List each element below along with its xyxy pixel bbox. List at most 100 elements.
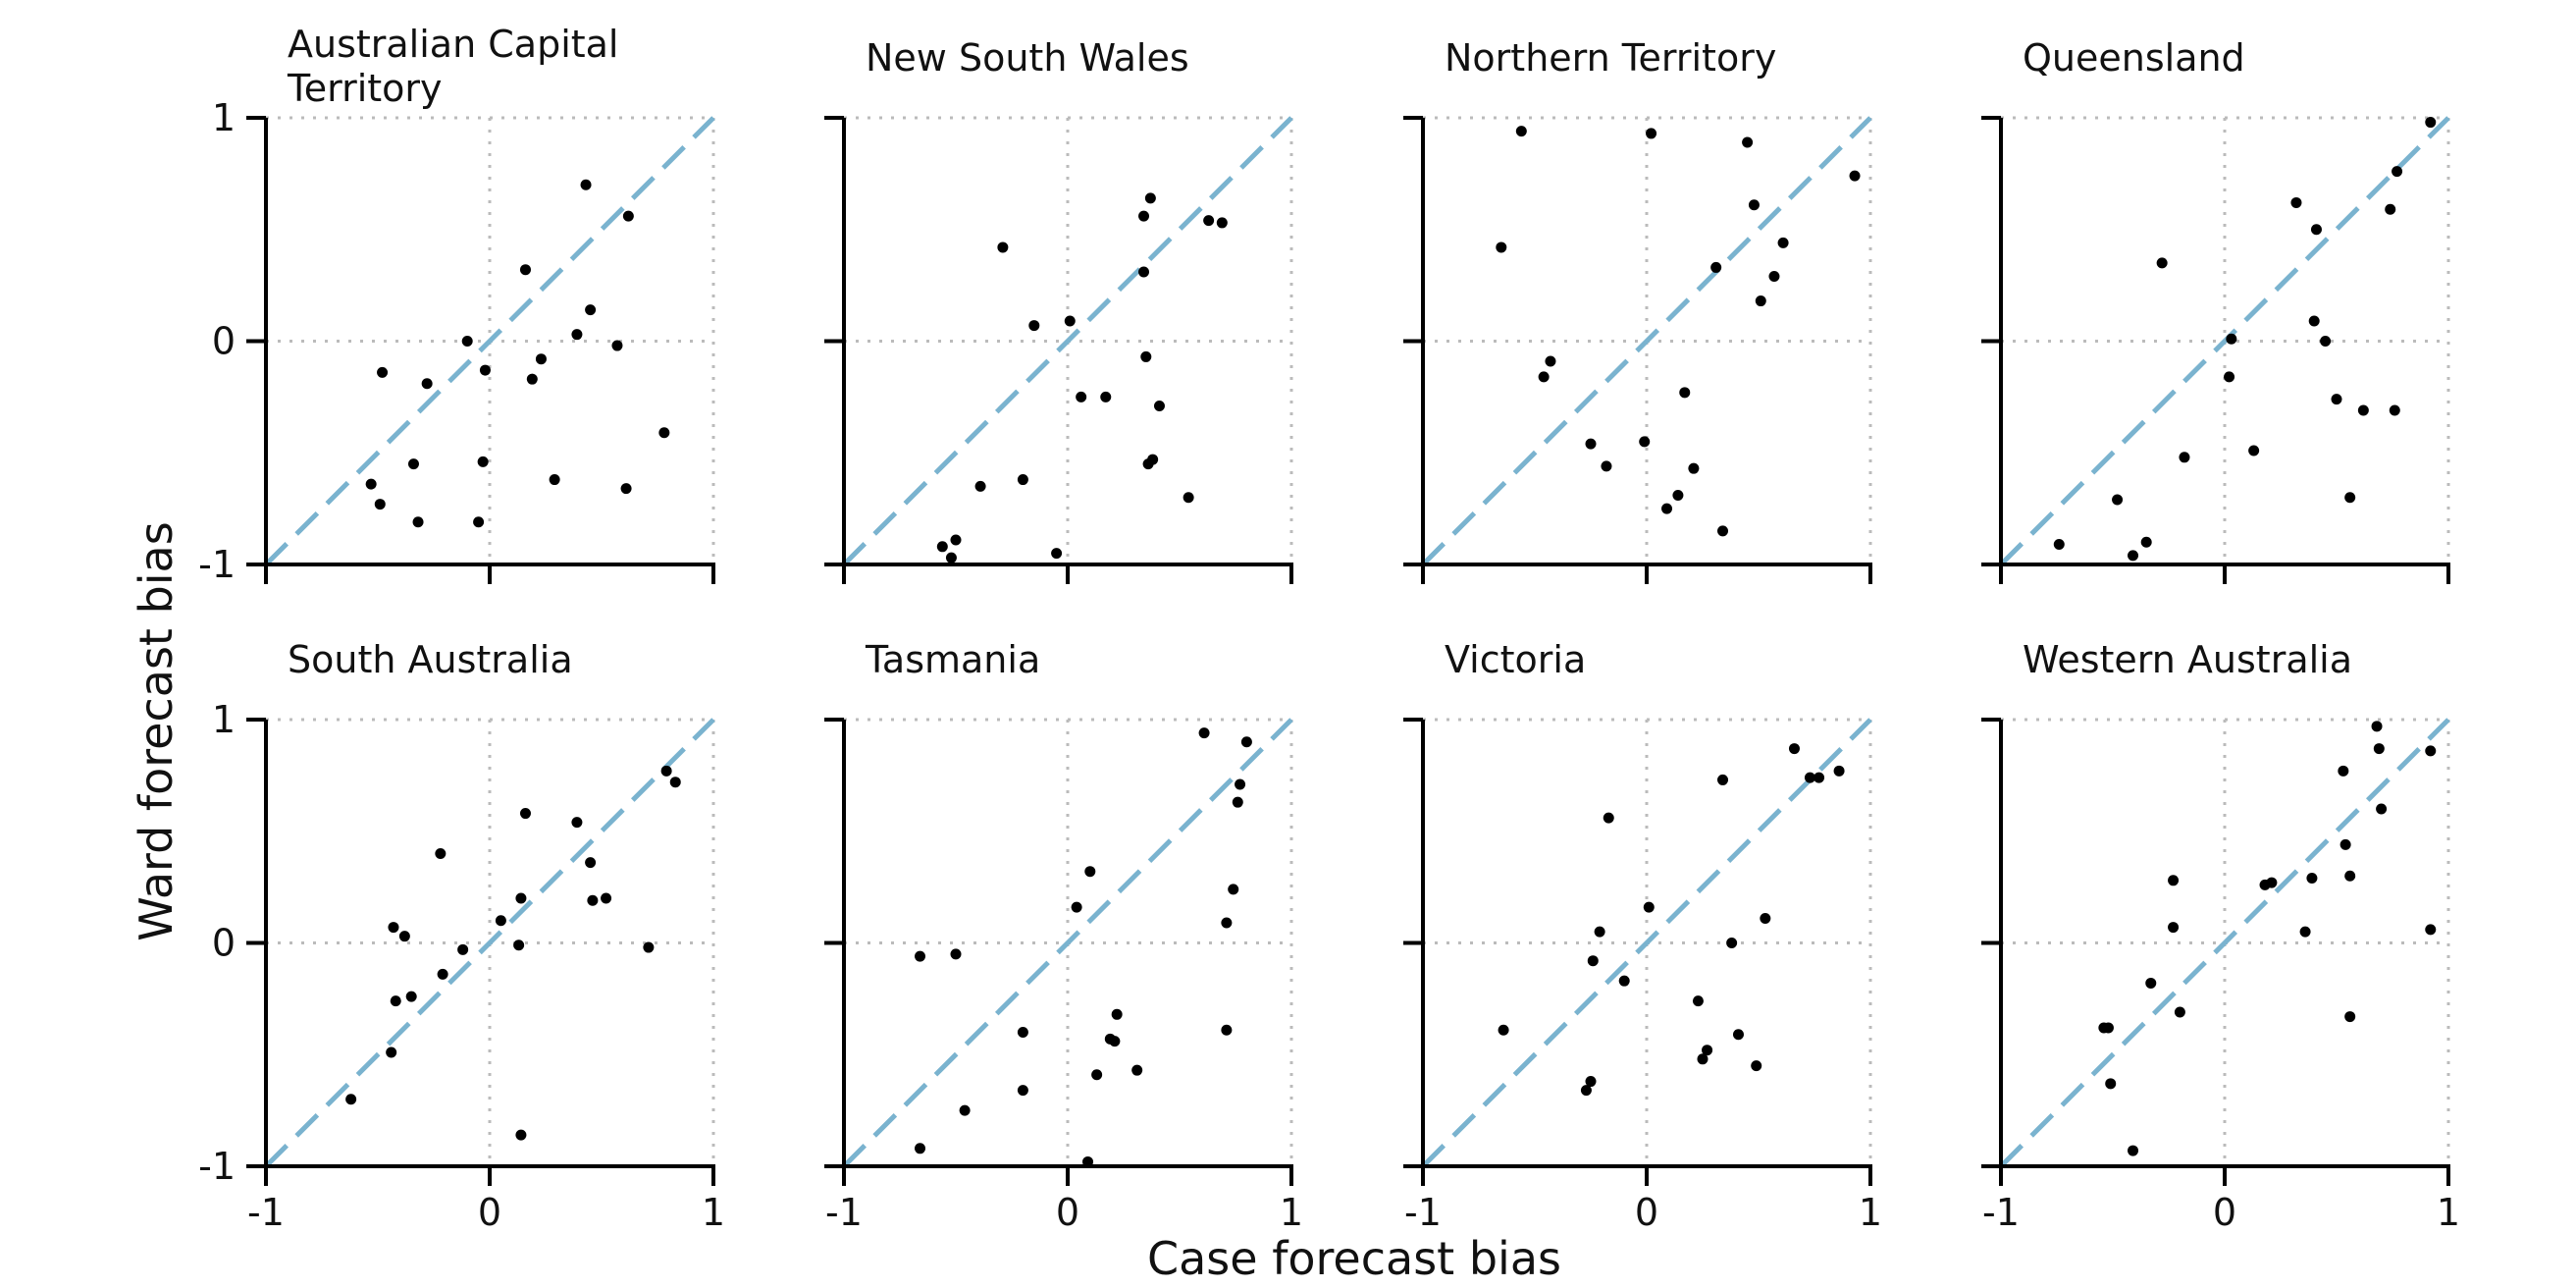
panel-title-line: New South Wales (866, 36, 1189, 80)
data-point (1100, 391, 1112, 402)
data-point (585, 857, 597, 869)
x-tick-label: -1 (1404, 1191, 1442, 1234)
data-point (2128, 1145, 2139, 1156)
data-point (1833, 765, 1845, 777)
data-point (2174, 1006, 2185, 1018)
panel-5: South Australia -1 -1 0 0 1 1 (198, 638, 725, 1234)
data-point (2226, 333, 2237, 345)
data-point (2168, 875, 2180, 886)
panel-title-line: South Australia (288, 638, 573, 681)
panel-title-line: Tasmania (865, 638, 1040, 681)
data-point (622, 210, 634, 222)
data-point (587, 894, 599, 906)
data-point (611, 340, 623, 351)
data-point (2248, 445, 2260, 456)
data-point (997, 242, 1009, 253)
data-point (2112, 494, 2124, 506)
data-point (1726, 938, 1738, 948)
data-point (2331, 394, 2342, 405)
data-point (2179, 452, 2190, 463)
data-point (1131, 1064, 1143, 1076)
data-point (1138, 266, 1150, 278)
data-point (1538, 371, 1550, 383)
data-point (1221, 917, 1233, 929)
x-tick-label: 1 (702, 1191, 725, 1234)
data-point (1717, 774, 1729, 785)
data-point (915, 1143, 926, 1154)
data-point (974, 480, 986, 492)
data-point (2128, 550, 2139, 562)
data-point (2105, 1078, 2117, 1090)
data-point (477, 456, 489, 467)
data-point (377, 366, 389, 378)
data-point (1017, 474, 1028, 486)
data-point (1498, 1024, 1509, 1036)
data-point (2306, 873, 2318, 885)
data-point (2344, 870, 2356, 882)
y-axis-label: Ward forecast bias (130, 521, 183, 940)
data-point (1198, 727, 1210, 739)
data-point (571, 329, 583, 341)
data-point (473, 516, 485, 528)
data-point (526, 373, 538, 385)
data-point (1710, 261, 1722, 273)
data-point (345, 1094, 357, 1105)
data-point (1646, 128, 1657, 139)
data-point (1153, 400, 1165, 411)
identity-line (1421, 718, 1872, 1168)
data-point (2344, 492, 2356, 504)
data-point (457, 943, 469, 955)
panel-title-line: Victoria (1445, 638, 1586, 681)
panel-8: Western Australia -1 0 1 (1981, 638, 2460, 1234)
data-point (1804, 772, 1815, 783)
data-point (669, 777, 681, 788)
data-point (585, 304, 597, 316)
data-point (1672, 489, 1684, 501)
data-point (1580, 1085, 1592, 1097)
panel-title-line: Australian Capital (288, 23, 619, 66)
x-tick-label: 1 (2437, 1191, 2460, 1234)
data-point (571, 817, 583, 829)
data-point (1594, 926, 1605, 938)
x-axis-label: Case forecast bias (1147, 1232, 1561, 1285)
data-point (1232, 796, 1243, 808)
data-point (421, 378, 433, 390)
data-point (1661, 503, 1673, 514)
data-point (1717, 525, 1729, 537)
data-point (1147, 454, 1159, 465)
data-point (1603, 812, 1614, 824)
data-point (1742, 136, 1754, 148)
data-point (1768, 271, 1780, 283)
data-point (1240, 736, 1252, 748)
identity-line (264, 718, 715, 1168)
data-point (1017, 1027, 1028, 1038)
data-point (388, 922, 399, 934)
data-point (1076, 391, 1087, 402)
identity-line (842, 116, 1293, 566)
data-point (660, 765, 672, 777)
data-point (936, 541, 948, 553)
data-point (1111, 1008, 1123, 1020)
identity-line (1421, 116, 1872, 566)
data-point (1585, 438, 1597, 450)
data-point (1203, 215, 1215, 227)
data-point (1618, 975, 1630, 987)
data-point (1692, 995, 1704, 1007)
data-point (945, 552, 957, 564)
data-point (1221, 1024, 1233, 1036)
data-point (1064, 315, 1076, 327)
data-point (365, 478, 377, 490)
data-point (1515, 126, 1527, 137)
x-tick-label: -1 (825, 1191, 863, 1234)
panel-title-line: Territory (287, 67, 443, 110)
data-point (386, 1046, 397, 1058)
data-point (2425, 745, 2437, 757)
data-point (2392, 166, 2403, 178)
data-point (1144, 192, 1156, 204)
y-tick-label: 0 (212, 922, 236, 965)
data-point (2425, 924, 2437, 936)
data-point (2145, 977, 2157, 989)
data-point (1601, 460, 1612, 472)
